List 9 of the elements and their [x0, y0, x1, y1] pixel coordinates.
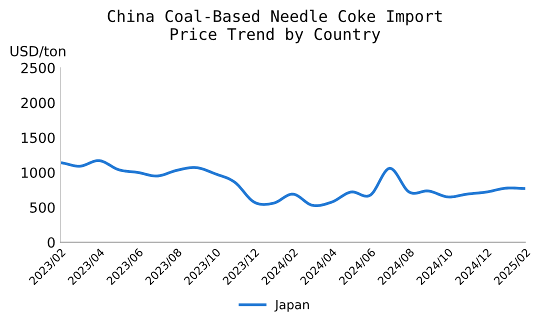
y-tick-label: 1500: [22, 132, 55, 144]
legend-label: Japan: [274, 300, 309, 312]
y-tick-label: 0: [48, 237, 55, 248]
y-tick-label: 2500: [21, 62, 55, 74]
chart-title: China Coal-Based Needle Coke Import Price Trend by Country: [108, 10, 442, 44]
y-tick-label: 1000: [22, 167, 55, 178]
y-tick-label: 2000: [21, 98, 55, 108]
y-axis-title: USD/ton: [10, 46, 66, 58]
y-tick-label: 500: [30, 202, 55, 213]
